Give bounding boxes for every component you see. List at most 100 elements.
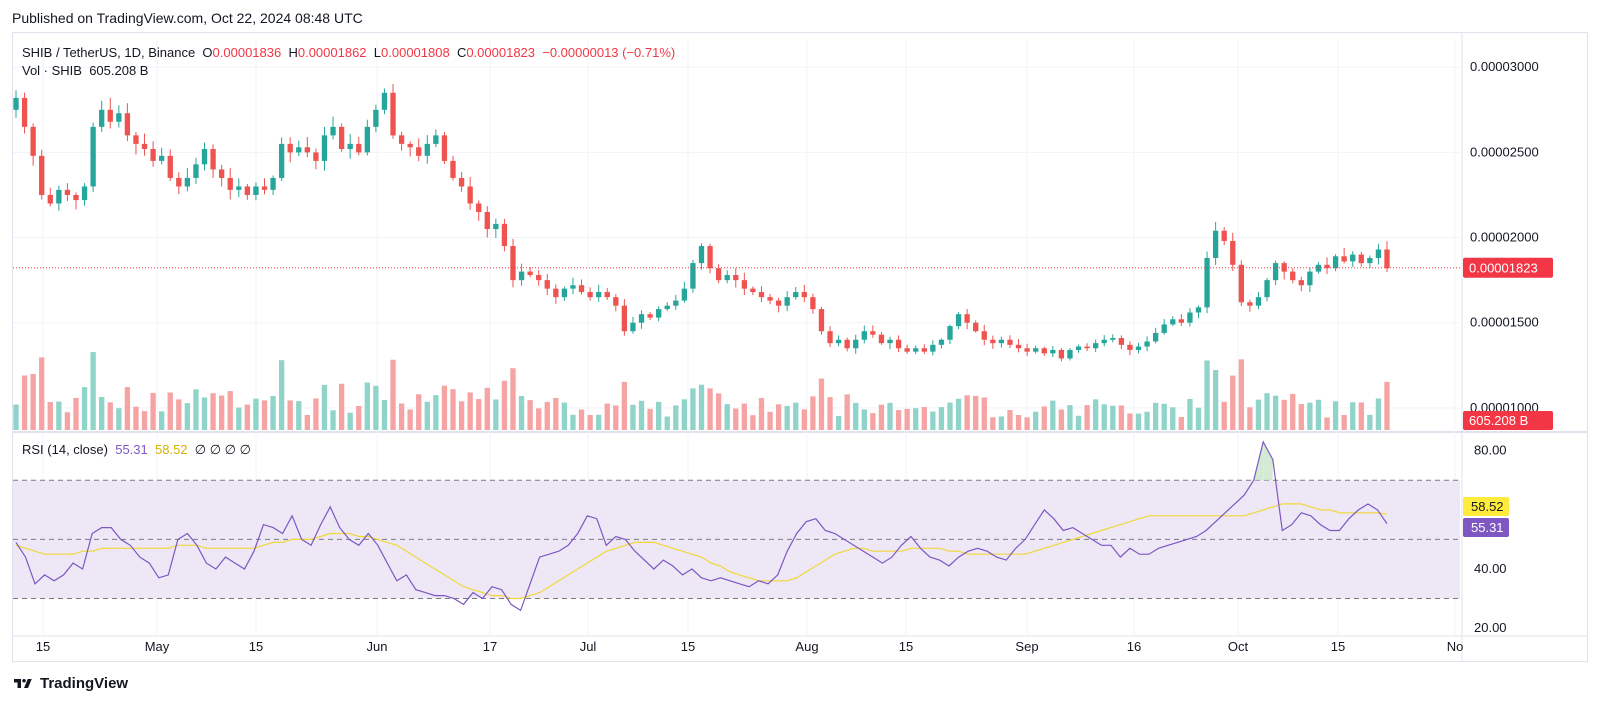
candle-body <box>1384 249 1390 269</box>
candle <box>664 302 670 311</box>
candle <box>458 172 465 192</box>
candle <box>1375 243 1382 265</box>
candle-body <box>1161 324 1167 333</box>
volume-bar <box>621 381 628 430</box>
candle-body <box>287 143 293 153</box>
candle <box>1084 343 1090 352</box>
volume-bar <box>1281 399 1287 430</box>
candle-body <box>90 126 96 187</box>
candle <box>484 206 490 238</box>
volume-bar <box>1350 402 1356 430</box>
volume-bar <box>775 404 782 430</box>
volume-label[interactable]: Vol · SHIB <box>22 63 82 78</box>
candle <box>373 104 379 133</box>
candle-body <box>1015 344 1022 349</box>
candle-body <box>1315 264 1322 272</box>
candle-body <box>304 147 310 153</box>
candle-body <box>176 177 182 187</box>
candle <box>56 185 62 211</box>
candle <box>338 123 345 152</box>
volume-bar <box>1067 405 1073 430</box>
candle <box>1041 346 1047 356</box>
candle <box>810 293 816 314</box>
volume-bar <box>56 401 62 430</box>
candle-body <box>793 292 799 298</box>
candle <box>527 267 533 278</box>
candle <box>356 136 362 156</box>
candle <box>450 155 456 181</box>
candle <box>321 126 328 171</box>
candle <box>1367 255 1373 269</box>
candle-body <box>270 177 276 190</box>
volume-bar <box>1221 401 1227 430</box>
volume-bar <box>887 402 893 430</box>
volume-bar <box>990 417 996 430</box>
candle <box>236 178 242 198</box>
candle-body <box>441 135 448 161</box>
volume-bar <box>604 403 610 430</box>
candle <box>536 269 542 286</box>
candle <box>73 192 79 210</box>
candle-body <box>878 334 885 344</box>
candle <box>1281 261 1287 280</box>
candle <box>518 263 525 286</box>
candle-body <box>638 314 645 323</box>
candle <box>801 284 807 303</box>
candle <box>1238 260 1244 307</box>
chart-frame[interactable] <box>12 32 1588 662</box>
candle <box>638 310 645 329</box>
close-label: C <box>456 45 467 60</box>
candle <box>270 175 276 195</box>
candle-body <box>278 143 285 178</box>
volume-bar <box>1375 398 1382 430</box>
candle-body <box>895 339 902 349</box>
candle-body <box>947 326 953 340</box>
footer-brand[interactable]: TradingView <box>12 675 128 692</box>
volume-bar <box>673 405 679 430</box>
volume-bar <box>638 400 645 430</box>
candle <box>895 335 902 353</box>
candle <box>698 243 705 270</box>
volume-bar <box>947 402 953 430</box>
candle <box>707 243 713 274</box>
candle-body <box>227 177 233 190</box>
candle <box>1161 319 1167 335</box>
candle-body <box>1264 280 1270 298</box>
volume-bar <box>450 389 456 430</box>
candle <box>21 92 28 134</box>
candle-body <box>1024 348 1030 352</box>
candle-body <box>116 113 122 122</box>
symbol-label[interactable]: SHIB / TetherUS, 1D, Binance <box>22 45 196 60</box>
candle-body <box>904 348 910 352</box>
candle-body <box>647 314 653 318</box>
volume-bar <box>73 397 79 430</box>
candle-body <box>544 280 550 289</box>
candle-body <box>690 263 696 289</box>
candle-body <box>990 339 996 344</box>
volume-bar <box>861 409 867 430</box>
price-legend: SHIB / TetherUS, 1D, Binance O0.00001836… <box>22 43 675 63</box>
candle <box>655 306 662 322</box>
price-tick-label: 0.00001500 <box>1470 315 1539 330</box>
candle-body <box>655 309 662 318</box>
volume-bar <box>895 410 902 430</box>
candle <box>1152 327 1159 344</box>
candle <box>578 279 585 295</box>
candle-body <box>818 309 825 332</box>
volume-bar <box>750 415 756 430</box>
candle-body <box>835 339 842 344</box>
volume-bar <box>99 396 105 430</box>
rsi-tick-label: 80.00 <box>1474 443 1507 458</box>
volume-bar <box>201 397 208 430</box>
volume-bar <box>484 387 490 430</box>
time-tick-label: 15 <box>681 639 695 654</box>
candle-body <box>981 331 987 340</box>
rsi-label[interactable]: RSI (14, close) <box>22 442 108 457</box>
candle-body <box>1187 312 1193 323</box>
volume-bar <box>141 411 148 430</box>
volume-bar <box>373 385 379 430</box>
volume-bar <box>1152 402 1159 430</box>
candle-body <box>1332 256 1339 269</box>
candle <box>1015 339 1022 353</box>
